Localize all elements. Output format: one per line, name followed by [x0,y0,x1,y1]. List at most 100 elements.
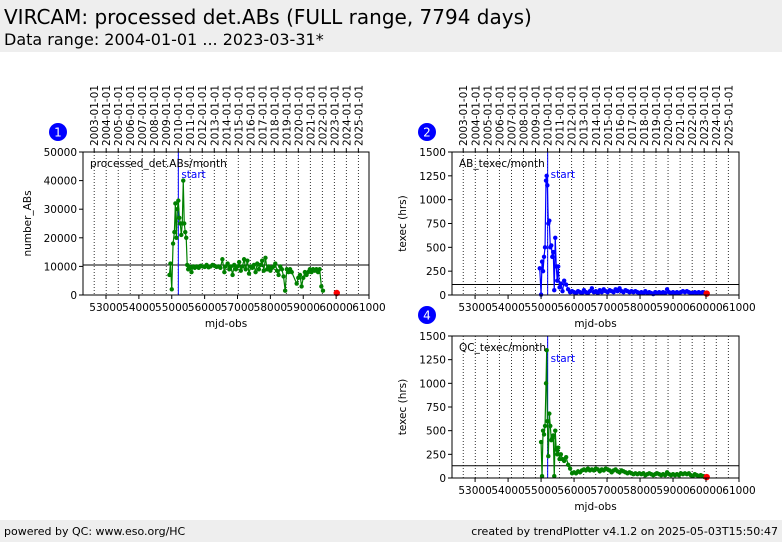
top-date-label: 2004-01-01 [470,85,482,146]
data-point [551,433,556,438]
y-tick-label: 0 [439,290,446,302]
top-date-label: 2009-01-01 [531,85,543,146]
x-tick-label: 56000 [557,485,590,497]
data-point [539,259,545,264]
page-title: VIRCAM: processed det.ABs (FULL range, 7… [4,5,532,29]
data-point [543,381,549,386]
data-point [251,262,257,268]
data-point [175,207,180,212]
panel-label: AB_texec/month [459,158,545,170]
data-point [225,261,230,266]
top-date-label: 2006-01-01 [125,85,137,146]
data-point [565,462,571,467]
data-point [555,452,560,457]
y-tick-label: 1500 [419,331,446,343]
data-point [235,264,240,269]
x-tick-label: 60000 [689,302,722,314]
data-point [301,275,306,281]
top-date-label: 2012-01-01 [567,85,579,146]
top-date-label: 2003-01-01 [89,85,101,146]
panel-badge [418,123,436,141]
data-point [558,452,564,457]
top-date-label: 2011-01-01 [185,85,197,146]
latest-point [703,290,710,297]
x-tick-label: 56000 [188,302,221,314]
data-point [274,268,280,273]
data-point [218,265,223,271]
y-tick-label: 750 [426,219,446,231]
chart-panel-1: 2003-01-01 2004-01-01 2005-01-01 2006-01-01… [22,85,386,330]
data-point [589,286,595,291]
data-point [541,432,547,437]
x-axis-label: mjd-obs [574,501,616,513]
panel-badge [49,123,67,141]
data-point [181,178,186,183]
data-point [238,268,243,273]
data-point [542,245,548,250]
y-tick-label: 10000 [44,261,77,273]
x-tick-label: 60000 [319,302,352,314]
data-point [555,278,560,283]
x-tick-label: 56000 [557,302,590,314]
y-tick-label: 250 [426,449,446,461]
y-tick-label: 1000 [419,378,446,390]
y-tick-label: 50000 [44,147,77,159]
data-point [550,254,555,260]
top-date-label: 2020-01-01 [663,85,675,146]
start-label: start [551,353,575,365]
y-axis-label: texec (hrs) [397,195,409,252]
y-axis-label: number_ABs [22,190,34,256]
data-point [179,232,184,238]
y-tick-label: 750 [426,402,446,414]
data-point [240,264,245,269]
x-tick-label: 54000 [491,302,524,314]
y-tick-label: 0 [70,290,77,302]
data-point [551,249,556,255]
footer-generator: created by trendPlotter v4.1.2 on 2025-0… [471,525,778,538]
data-point [548,423,553,429]
x-tick-label: 61000 [722,485,755,497]
top-date-label: 2025-01-01 [353,85,365,146]
y-tick-label: 0 [439,473,446,485]
header-bar: VIRCAM: processed det.ABs (FULL range, 7… [0,0,782,52]
data-point [552,288,557,293]
top-date-label: 2006-01-01 [494,85,506,146]
data-point [169,287,174,292]
top-date-label: 2018-01-01 [639,85,651,146]
top-date-label: 2016-01-01 [245,85,257,146]
top-date-label: 2022-01-01 [687,85,699,146]
x-tick-label: 55000 [155,302,188,314]
x-tick-label: 61000 [722,302,755,314]
data-point [236,259,242,265]
top-date-label: 2010-01-01 [543,85,555,146]
top-date-label: 2019-01-01 [651,85,663,146]
top-date-label: 2015-01-01 [603,85,615,146]
data-point [540,428,546,433]
data-point [246,271,252,276]
data-point [167,272,172,278]
data-point [567,466,573,471]
data-point [553,235,558,240]
top-date-label: 2023-01-01 [329,85,341,146]
top-date-label: 2004-01-01 [101,85,113,146]
footer-bar: powered by QC: www.eso.org/HC created by… [0,520,782,542]
data-point [558,281,564,286]
data-point [299,284,304,289]
panel-badge-number: 1 [54,126,62,140]
y-tick-label: 1500 [419,147,446,159]
data-point [168,261,173,266]
y-tick-label: 1250 [419,355,446,367]
top-date-label: 2008-01-01 [149,85,161,146]
series-line [539,175,705,295]
data-point [553,428,558,433]
panel-badge [418,306,436,324]
data-point [243,267,248,272]
data-point [544,173,549,179]
data-point [541,254,547,260]
data-point [174,235,179,240]
data-point [276,272,281,278]
data-point [230,272,235,278]
top-date-label: 2007-01-01 [137,85,149,146]
x-tick-label: 57000 [590,302,623,314]
